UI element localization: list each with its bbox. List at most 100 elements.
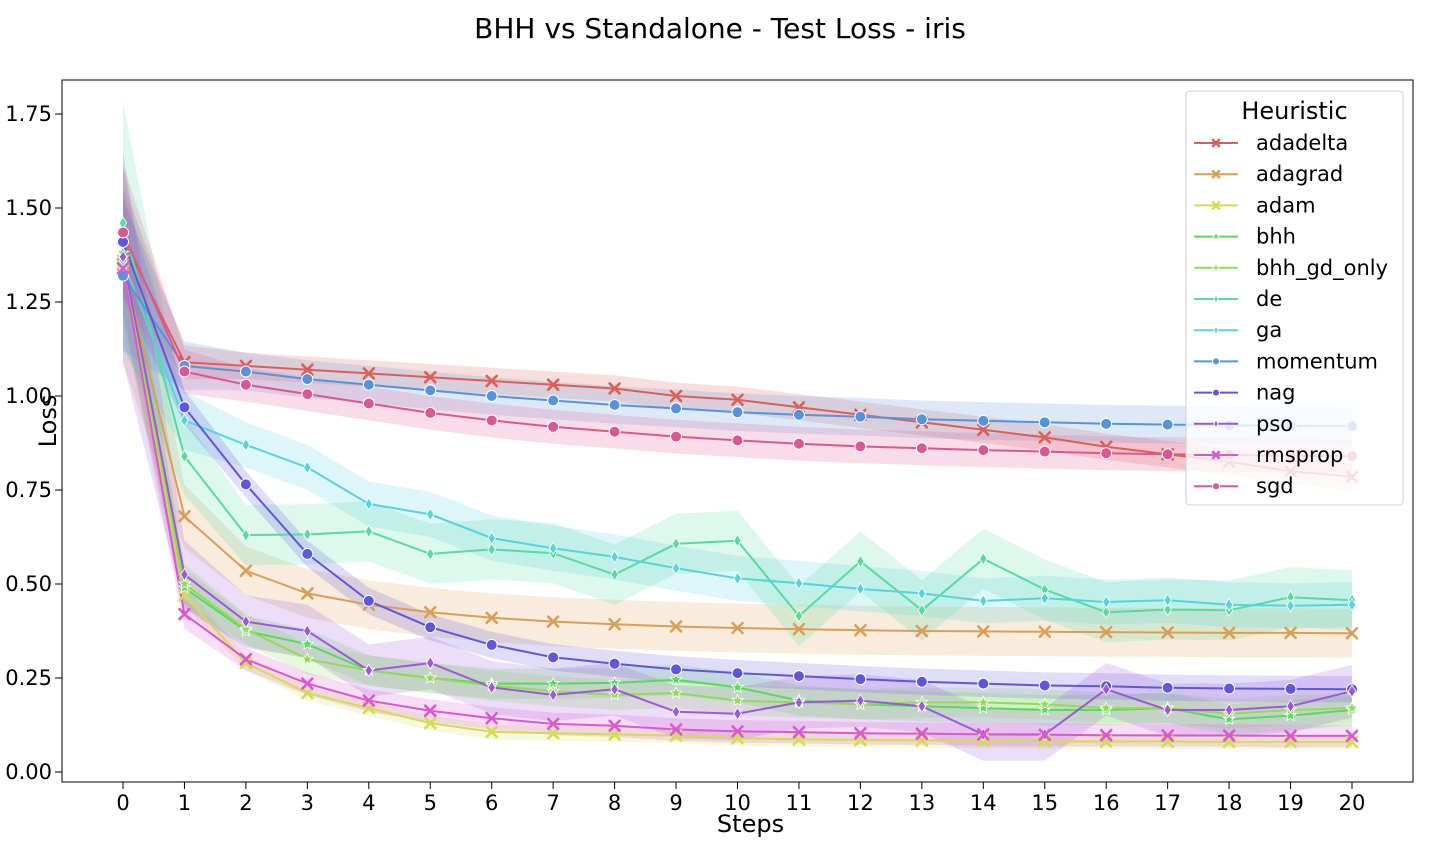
legend-marker-sgd (1212, 482, 1220, 491)
point-momentum (1161, 418, 1174, 431)
y-tick-label: 1.50 (5, 196, 52, 220)
point-ga (548, 541, 558, 556)
point-momentum (854, 410, 867, 423)
point-nag (1038, 679, 1051, 692)
legend-marker-bhh_gd_only (1211, 262, 1221, 272)
band-pso (123, 151, 1352, 761)
point-adagrad (608, 617, 621, 631)
point-adagrad (1222, 626, 1236, 640)
x-tick-label: 13 (908, 791, 935, 815)
point-ga (610, 550, 619, 564)
point-de (856, 554, 865, 569)
point-bhh_gd_only (239, 622, 253, 635)
x-tick-label: 10 (724, 791, 751, 815)
point-sgd (1100, 447, 1113, 460)
point-de (733, 534, 742, 548)
point-bhh (177, 580, 192, 594)
point-adagrad (546, 615, 560, 628)
point-sgd (670, 430, 683, 443)
point-ga (241, 438, 251, 452)
legend-label-nag: nag (1256, 381, 1296, 405)
legend-marker-momentum (1212, 357, 1220, 366)
point-sgd (424, 406, 437, 419)
point-ga (1286, 599, 1295, 613)
point-sgd (301, 388, 314, 401)
legend-marker-ga (1213, 325, 1219, 335)
legend-marker-pso (1213, 419, 1219, 429)
point-pso (180, 567, 189, 582)
point-rmsprop (731, 725, 744, 738)
point-de (180, 449, 189, 463)
point-rmsprop (608, 719, 621, 733)
legend-title: Heuristic (1241, 97, 1347, 125)
point-momentum (1100, 417, 1113, 430)
point-pso (794, 695, 804, 710)
point-pso (1286, 699, 1295, 713)
point-sgd (362, 397, 375, 410)
point-sgd (915, 442, 928, 455)
point-adadelta (1038, 431, 1052, 444)
point-momentum (362, 378, 375, 391)
point-sgd (178, 365, 191, 378)
legend-label-adadelta: adadelta (1256, 131, 1348, 155)
point-de (1101, 605, 1111, 619)
point-bhh (730, 680, 745, 694)
point-nag (1284, 682, 1297, 695)
series-markers (116, 216, 1359, 749)
legend-marker-nag (1212, 388, 1220, 397)
point-sgd (239, 378, 252, 391)
x-tick-label: 2 (239, 791, 252, 815)
point-ga (917, 586, 927, 601)
point-adam (485, 725, 498, 739)
x-tick-label: 11 (786, 791, 813, 815)
x-tick-label: 0 (116, 791, 129, 815)
point-adagrad (1345, 626, 1359, 640)
point-nag (362, 594, 375, 607)
point-nag (1161, 681, 1174, 694)
legend-label-momentum: momentum (1256, 349, 1378, 373)
point-sgd (977, 444, 990, 457)
x-tick-label: 5 (424, 791, 437, 815)
point-de (610, 567, 619, 582)
point-pso (241, 614, 251, 629)
point-momentum (977, 414, 990, 427)
legend-marker-de (1213, 294, 1219, 304)
legend-box (1185, 90, 1404, 506)
point-sgd (792, 437, 805, 450)
point-de (303, 527, 312, 542)
point-bhh_gd_only (730, 693, 745, 707)
point-adadelta (362, 367, 376, 380)
point-ga (487, 531, 496, 545)
point-bhh_gd_only (669, 685, 683, 699)
point-rmsprop (546, 717, 560, 731)
point-pso (1224, 703, 1234, 717)
point-nag (547, 651, 560, 664)
point-adagrad (977, 625, 990, 638)
point-de (1163, 602, 1172, 617)
point-adagrad (792, 622, 806, 636)
point-bhh (1283, 708, 1298, 722)
point-adadelta (977, 423, 990, 437)
legend-label-rmsprop: rmsprop (1256, 443, 1343, 467)
x-tick-label: 4 (362, 791, 375, 815)
point-de (917, 603, 927, 618)
point-rmsprop (792, 725, 806, 739)
band-momentum (123, 200, 1352, 445)
x-tick-label: 9 (669, 791, 682, 815)
point-ga (303, 460, 312, 475)
legend: Heuristic adadelta adagrad adam bhh bhh_gd_on… (1185, 90, 1404, 506)
point-adagrad (731, 621, 744, 635)
point-momentum (301, 373, 314, 386)
point-sgd (485, 414, 498, 427)
point-adagrad (239, 564, 253, 578)
legend-label-ga: ga (1256, 318, 1282, 342)
x-tick-label: 18 (1216, 791, 1243, 815)
point-ga (733, 571, 742, 586)
x-tick-label: 16 (1093, 791, 1120, 815)
x-tick-label: 14 (970, 791, 997, 815)
x-tick-label: 8 (608, 791, 621, 815)
point-momentum (485, 390, 498, 402)
point-bhh_gd_only (1099, 701, 1113, 714)
point-nag (731, 667, 744, 680)
y-tick-label: 0.00 (5, 760, 52, 784)
